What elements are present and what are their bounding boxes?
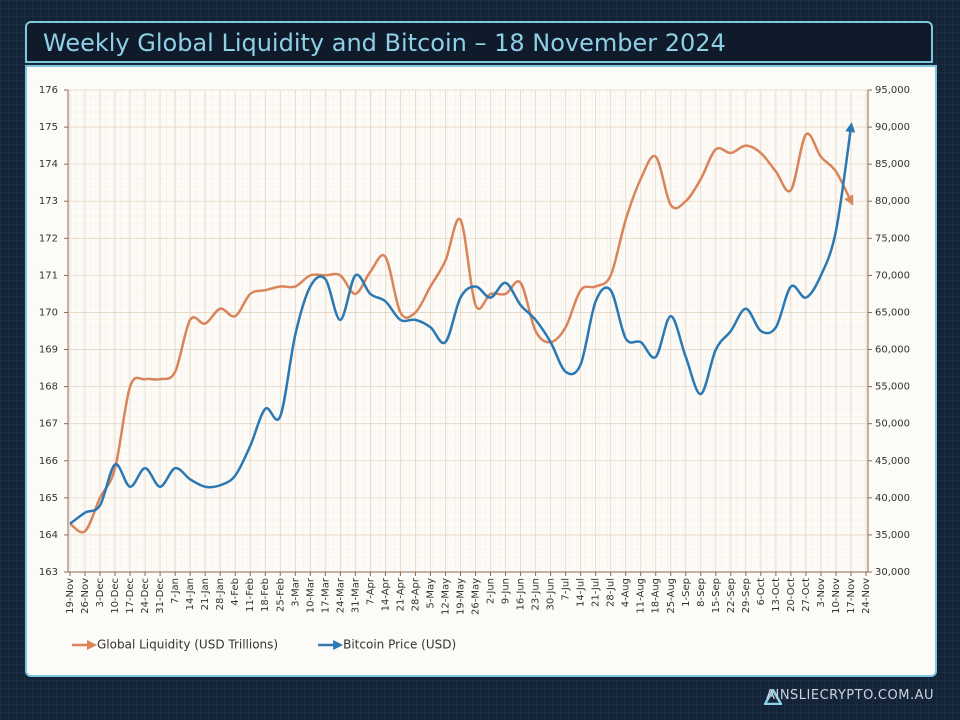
y-tick-label: 164 [39,530,58,541]
y-tick-label: 169 [39,345,58,356]
legend-label: Bitcoin Price (USD) [343,638,456,652]
x-tick-label: 11-Feb [245,578,256,612]
legend: Global Liquidity (USD Trillions) Bitcoin … [72,638,456,652]
x-tick-label: 4-Aug [621,578,632,607]
series-line [69,122,856,525]
y-tick-label: 168 [39,382,58,393]
x-tick-label: 21-Jan [200,578,211,610]
legend-label: Global Liquidity (USD Trillions) [97,638,278,652]
series-line [69,132,854,534]
x-tick-label: 31-Dec [155,578,166,614]
x-tick-label: 18-Aug [651,578,662,614]
y-tick-label: 166 [39,456,58,467]
y2-tick-label: 95,000 [875,85,910,96]
x-tick-label: 7-Jul [561,578,572,601]
x-tick-label: 30-Jun [546,578,557,611]
y-tick-label: 165 [39,493,58,504]
y2-tick-label: 90,000 [875,122,910,133]
x-tick-label: 17-Mar [320,577,331,613]
plot-area [68,90,868,572]
x-tick-label: 14-Jan [185,578,196,610]
y-tick-label: 175 [39,122,58,133]
x-tick-label: 19-May [455,578,466,615]
y2-tick-label: 45,000 [875,456,910,467]
x-tick-label: 5-May [425,578,436,609]
x-tick-label: 18-Feb [260,578,271,612]
y2-tick-label: 35,000 [875,530,910,541]
x-tick-label: 11-Aug [636,578,647,614]
x-tick-label: 17-Dec [125,578,136,614]
x-tick-label: 10-Dec [110,578,121,614]
x-tick-label: 17-Nov [846,578,857,614]
y2-tick-label: 60,000 [875,345,910,356]
x-tick-label: 28-Apr [410,577,421,611]
x-tick-label: 28-Jul [606,578,617,607]
y2-tick-label: 80,000 [875,196,910,207]
footer-brand: AINSLIECRYPTO.COM.AU [766,688,934,703]
x-tick-label: 7-Jan [170,578,181,604]
y2-tick-label: 50,000 [875,419,910,430]
x-tick-label: 3-Mar [290,577,301,607]
x-tick-label: 14-Jul [576,578,587,607]
x-tick-label: 25-Feb [275,578,286,612]
x-tick-label: 29-Sep [741,578,752,613]
x-tick-label: 26-May [471,578,482,615]
y-tick-label: 171 [39,270,58,281]
x-tick-label: 27-Oct [801,578,812,612]
title-bar: Weekly Global Liquidity and Bitcoin – 18… [25,21,933,63]
x-tick-label: 26-Nov [80,578,91,614]
x-tick-label: 6-Oct [756,578,767,606]
y2-tick-label: 75,000 [875,233,910,244]
x-tick-label: 22-Sep [726,578,737,613]
x-tick-label: 9-Jun [501,578,512,604]
x-tick-label: 3-Nov [816,578,827,608]
x-tick-label: 14-Apr [380,577,391,611]
x-tick-label: 12-May [440,578,451,615]
x-tick-label: 24-Nov [861,578,872,614]
y-tick-label: 163 [39,567,58,578]
y2-tick-label: 40,000 [875,493,910,504]
x-tick-label: 23-Jun [531,578,542,611]
y2-tick-label: 85,000 [875,159,910,170]
y-tick-label: 172 [39,233,58,244]
x-tick-label: 3-Dec [95,578,106,607]
y-tick-label: 174 [39,159,58,170]
brand-logo [764,689,782,705]
x-tick-label: 8-Sep [696,578,707,607]
y2-tick-label: 30,000 [875,567,910,578]
x-tick-label: 21-Apr [395,577,406,611]
x-tick-label: 10-Nov [831,578,842,614]
x-tick-label: 21-Jul [591,578,602,607]
y-tick-label: 176 [39,85,58,96]
x-tick-label: 1-Sep [681,578,692,607]
y-tick-label: 167 [39,419,58,430]
x-tick-label: 28-Jan [215,578,226,610]
x-tick-label: 2-Jun [486,578,497,604]
y2-tick-label: 55,000 [875,382,910,393]
x-tick-label: 7-Apr [365,577,376,605]
x-tick-label: 13-Oct [771,578,782,612]
x-tick-label: 19-Nov [65,578,76,614]
y-tick-label: 170 [39,307,58,318]
y-tick-label: 173 [39,196,58,207]
x-tick-label: 16-Jun [516,578,527,611]
x-tick-label: 24-Mar [335,577,346,613]
x-tick-label: 20-Oct [786,578,797,612]
x-tick-label: 4-Feb [230,578,241,606]
x-tick-label: 15-Sep [711,578,722,613]
x-tick-label: 25-Aug [666,578,677,614]
y2-tick-label: 70,000 [875,270,910,281]
x-tick-label: 31-Mar [350,577,361,613]
y2-tick-label: 65,000 [875,307,910,318]
chart-title: Weekly Global Liquidity and Bitcoin – 18… [43,29,726,57]
x-tick-label: 24-Dec [140,578,151,614]
x-tick-label: 10-Mar [305,577,316,613]
